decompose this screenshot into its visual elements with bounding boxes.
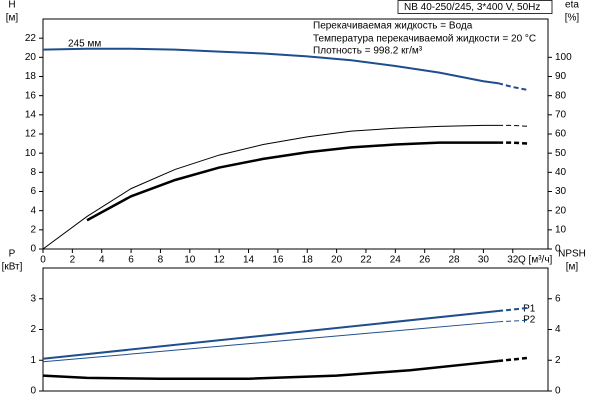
y2-tick-label: 30 (555, 186, 567, 197)
y2-axis-label: [м] (566, 262, 579, 273)
x-tick-label: 8 (158, 255, 164, 266)
x-tick-label: 14 (243, 255, 255, 266)
x-tick-label: 18 (302, 255, 314, 266)
y-tick-label: 22 (25, 33, 37, 44)
y-tick-label: 1 (30, 355, 36, 366)
y2-axis-label: NPSH (558, 249, 586, 260)
x-tick-label: 20 (331, 255, 343, 266)
series-line (42, 310, 499, 360)
x-tick-label: 16 (272, 255, 284, 266)
y-tick-label: 2 (30, 224, 36, 235)
x-tick-label: 24 (390, 255, 402, 266)
x-axis-label: Q [м³/ч] (518, 255, 553, 266)
y2-tick-label: 0 (555, 244, 561, 255)
y-tick-label: 18 (25, 71, 37, 82)
y-tick-label: 14 (25, 109, 37, 120)
y2-tick-label: 10 (555, 224, 567, 235)
series-label: 245 мм (68, 38, 101, 49)
y2-tick-label: 100 (555, 52, 572, 63)
chart-title: NB 40-250/245, 3*400 V, 50Hz (404, 2, 540, 13)
plot-frame (42, 18, 549, 250)
y-axis-label: H (8, 0, 15, 11)
series-line (498, 141, 528, 145)
y2-tick-label: 20 (555, 205, 567, 216)
y-tick-label: 20 (25, 52, 37, 63)
y-axis-label: [кВт] (2, 262, 23, 273)
x-tick-label: 0 (40, 255, 46, 266)
y-tick-label: 10 (25, 148, 37, 159)
y2-tick-label: 0 (555, 386, 561, 397)
series-line (86, 141, 499, 222)
y-tick-label: 3 (30, 293, 36, 304)
info-line: Перекачиваемая жидкость = Вода (313, 21, 473, 32)
x-tick-label: 4 (99, 255, 105, 266)
x-tick-label: 32 (507, 255, 519, 266)
y2-tick-label: 4 (555, 324, 561, 335)
y-tick-label: 6 (30, 186, 36, 197)
y2-axis-label: eta (565, 0, 579, 11)
series-line (42, 124, 499, 250)
series-line (498, 319, 528, 323)
x-tick-label: 26 (419, 255, 431, 266)
x-tick-label: 28 (448, 255, 460, 266)
y-tick-label: 12 (25, 129, 37, 140)
series-label: P1 (523, 304, 536, 315)
y2-tick-label: 90 (555, 71, 567, 82)
series-line (497, 82, 528, 91)
y2-tick-label: 80 (555, 90, 567, 101)
y-tick-label: 8 (30, 167, 36, 178)
info-line: Плотность = 998.2 кг/м³ (313, 46, 423, 57)
series-label: P2 (523, 314, 536, 325)
series-line (497, 306, 528, 313)
info-line: Температура перекачиваемой жидкости = 20… (313, 34, 536, 45)
x-tick-label: 6 (128, 255, 134, 266)
y2-tick-label: 70 (555, 109, 567, 120)
y-axis-label: [м] (6, 13, 19, 24)
title-box (397, 0, 553, 14)
y-tick-label: 0 (30, 244, 36, 255)
plot-frame (42, 267, 549, 392)
series-line (42, 321, 499, 363)
x-tick-label: 10 (184, 255, 196, 266)
series-line (42, 47, 499, 85)
y2-tick-label: 40 (555, 167, 567, 178)
x-tick-label: 22 (360, 255, 372, 266)
y2-tick-label: 2 (555, 355, 561, 366)
y-tick-label: 4 (30, 205, 36, 216)
y2-tick-label: 50 (555, 148, 567, 159)
x-tick-label: 30 (478, 255, 490, 266)
y-tick-label: 2 (30, 324, 36, 335)
y2-axis-label: [%] (565, 13, 580, 24)
y2-tick-label: 60 (555, 129, 567, 140)
series-line (497, 356, 528, 363)
y-tick-label: 16 (25, 90, 37, 101)
y-tick-label: 0 (30, 386, 36, 397)
x-tick-label: 2 (70, 255, 76, 266)
y-axis-label: P (9, 249, 16, 260)
series-line (498, 124, 528, 127)
x-tick-label: 12 (214, 255, 226, 266)
series-line (42, 359, 499, 380)
y2-tick-label: 6 (555, 293, 561, 304)
